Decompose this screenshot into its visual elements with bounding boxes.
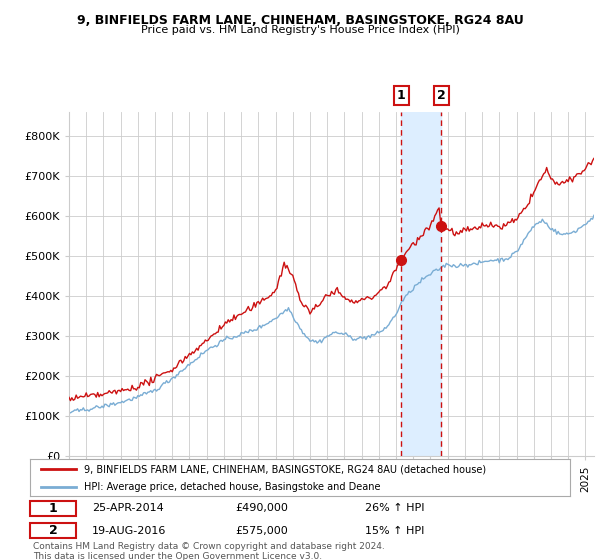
Text: 1: 1 [49, 502, 58, 515]
Text: 9, BINFIELDS FARM LANE, CHINEHAM, BASINGSTOKE, RG24 8AU (detached house): 9, BINFIELDS FARM LANE, CHINEHAM, BASING… [84, 464, 486, 474]
Text: 1: 1 [397, 88, 406, 102]
Text: 2: 2 [49, 524, 58, 537]
Text: Price paid vs. HM Land Registry's House Price Index (HPI): Price paid vs. HM Land Registry's House … [140, 25, 460, 35]
Bar [401, 112, 442, 456]
Text: 15% ↑ HPI: 15% ↑ HPI [365, 526, 424, 536]
Text: 19-AUG-2016: 19-AUG-2016 [92, 526, 166, 536]
Text: £575,000: £575,000 [235, 526, 288, 536]
Text: 2: 2 [437, 88, 446, 102]
Text: Contains HM Land Registry data © Crown copyright and database right 2024.
This d: Contains HM Land Registry data © Crown c… [33, 542, 385, 560]
Text: 9, BINFIELDS FARM LANE, CHINEHAM, BASINGSTOKE, RG24 8AU: 9, BINFIELDS FARM LANE, CHINEHAM, BASING… [77, 14, 523, 27]
FancyBboxPatch shape [30, 501, 76, 516]
Text: HPI: Average price, detached house, Basingstoke and Deane: HPI: Average price, detached house, Basi… [84, 482, 380, 492]
FancyBboxPatch shape [30, 523, 76, 538]
Text: 25-APR-2014: 25-APR-2014 [92, 503, 164, 514]
Text: 26% ↑ HPI: 26% ↑ HPI [365, 503, 424, 514]
Text: £490,000: £490,000 [235, 503, 288, 514]
